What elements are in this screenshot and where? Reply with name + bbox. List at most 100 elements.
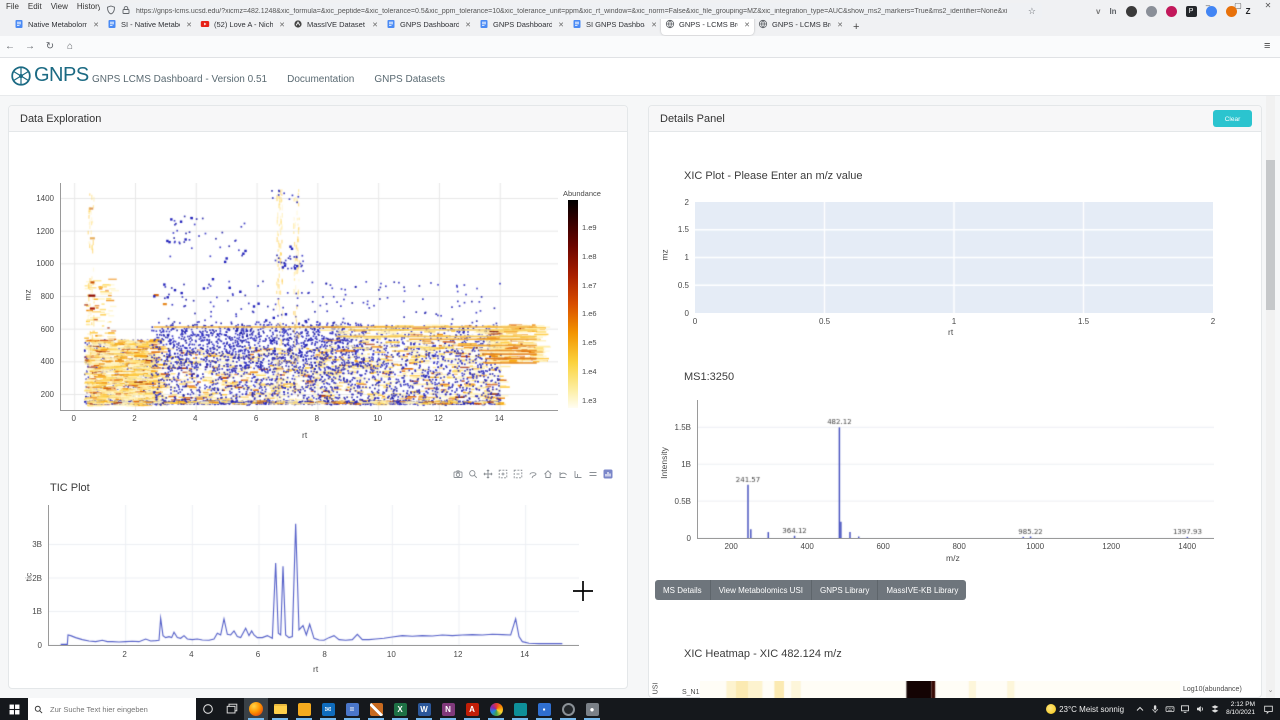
speaker-tray-icon[interactable] (1192, 701, 1207, 717)
home-icon[interactable] (542, 468, 554, 480)
menu-item-history[interactable]: History (76, 1, 102, 11)
action-button-view-metabolomics-usi[interactable]: View Metabolomics USI (710, 580, 813, 600)
clock-app-icon[interactable] (556, 698, 580, 720)
tab-close-icon[interactable]: ✕ (651, 21, 657, 29)
tab-close-icon[interactable]: ✕ (93, 21, 99, 29)
pocket-icon[interactable]: v (1096, 6, 1101, 16)
compare-icon[interactable] (587, 468, 599, 480)
chevron-tray-icon[interactable] (1132, 701, 1147, 717)
zoom-out-icon[interactable] (512, 468, 524, 480)
new-tab-button[interactable]: + (853, 21, 860, 33)
minimize-button[interactable]: – (1205, 1, 1211, 10)
camera-icon[interactable]: ● (580, 698, 604, 720)
tab-close-icon[interactable]: ✕ (465, 21, 471, 29)
zoom-in-icon[interactable] (497, 468, 509, 480)
ms1-spectrum-plot[interactable] (697, 400, 1214, 539)
search-input[interactable] (48, 703, 178, 715)
monitor-tray-icon[interactable] (1177, 701, 1192, 717)
gnps-logo[interactable]: GNPS (10, 64, 89, 87)
magnifier-icon[interactable] (467, 468, 479, 480)
xic-plot[interactable] (695, 202, 1213, 313)
tab-1[interactable]: Native Metabolomics Identifie ✕ (10, 14, 103, 35)
reset-icon[interactable] (557, 468, 569, 480)
tab-close-icon[interactable]: ✕ (558, 21, 564, 29)
orange-badge-icon[interactable] (1225, 5, 1237, 17)
acrobat-icon[interactable]: A (460, 698, 484, 720)
tab-9[interactable]: GNPS - LCMS Browser ✕ (754, 14, 847, 35)
back-button[interactable]: ← (5, 41, 15, 52)
lcms-map-plot[interactable] (60, 183, 558, 411)
lasso-icon[interactable] (527, 468, 539, 480)
reload-button[interactable]: ↻ (45, 41, 55, 52)
tic-plot[interactable] (48, 505, 579, 646)
forward-button[interactable]: → (25, 41, 35, 52)
tab-close-icon[interactable]: ✕ (837, 21, 843, 29)
z-letter-icon[interactable]: Z (1245, 6, 1251, 16)
weather-icon[interactable] (1046, 704, 1057, 714)
sticky-notes-icon[interactable] (292, 698, 316, 720)
clear-xic-button[interactable]: Clear XIC (1213, 110, 1252, 140)
gear-circle-icon[interactable] (1145, 5, 1157, 17)
tab-4[interactable]: MassIVE Dataset Summary ✕ (289, 14, 382, 35)
tab-close-icon[interactable]: ✕ (186, 21, 192, 29)
taskbar-search[interactable] (28, 698, 196, 720)
bookmark-star-icon[interactable]: ☆ (1027, 5, 1036, 16)
plotly-logo-icon[interactable] (602, 468, 614, 480)
firefox-icon[interactable] (244, 698, 268, 720)
home-button[interactable]: ⌂ (66, 41, 74, 52)
tab-3[interactable]: (52) Love A - Nichts ist neu (Ro ✕ (196, 14, 289, 35)
mail-icon[interactable]: ✉ (316, 698, 340, 720)
menu-item-view[interactable]: View (50, 1, 68, 11)
excel-icon[interactable]: X (388, 698, 412, 720)
site-nav-item-1[interactable]: GNPS LCMS Dashboard - Version 0.51 (92, 74, 268, 85)
action-button-ms-details[interactable]: MS Details (655, 580, 711, 600)
camera-icon[interactable] (452, 468, 464, 480)
calculator-icon[interactable]: = (340, 698, 364, 720)
mic-tray-icon[interactable] (1147, 701, 1162, 717)
url-text[interactable]: https://gnps-lcms.ucsd.edu/?xicmz=482.12… (136, 7, 1008, 15)
restore-button[interactable]: ▢ (1234, 1, 1242, 10)
cortana-icon[interactable] (196, 698, 220, 720)
close-button[interactable]: ✕ (1264, 1, 1272, 10)
pan-icon[interactable] (482, 468, 494, 480)
notes-app-icon[interactable] (508, 698, 532, 720)
action-button-gnps-library[interactable]: GNPS Library (812, 580, 879, 600)
blue-arrow-icon[interactable] (1205, 5, 1217, 17)
site-nav-item-3[interactable]: GNPS Datasets (374, 74, 445, 85)
tab-2[interactable]: SI - Native Metabolomics pape ✕ (103, 14, 196, 35)
linkedin-icon[interactable]: In (1109, 6, 1117, 16)
palette-icon[interactable] (484, 698, 508, 720)
scrollbar-thumb[interactable] (1266, 160, 1275, 310)
menu-icon[interactable]: ≡ (1264, 40, 1271, 52)
scrollbar[interactable] (1266, 96, 1275, 698)
tools-icon[interactable] (364, 698, 388, 720)
scrollbar-down-arrow[interactable]: ⌄ (1267, 687, 1274, 694)
start-button[interactable] (0, 698, 28, 720)
tab-7[interactable]: SI GNPS Dashboard 2 - Google ✕ (568, 14, 661, 35)
tab-5[interactable]: GNPS Dashboard Review Resp ✕ (382, 14, 475, 35)
tab-close-icon[interactable]: ✕ (372, 21, 378, 29)
spike-icon[interactable] (572, 468, 584, 480)
action-center-icon[interactable] (1261, 701, 1276, 717)
kbd-tray-icon[interactable] (1162, 701, 1177, 717)
tab-8[interactable]: GNPS - LCMS Browser ✕ (661, 14, 754, 35)
pc-settings-icon[interactable]: ▪ (532, 698, 556, 720)
action-button-massive-kb-library[interactable]: MassIVE-KB Library (878, 580, 967, 600)
taskbar-clock[interactable]: 2:12 PM 8/10/2021 (1226, 701, 1255, 717)
menu-item-edit[interactable]: Edit (27, 1, 42, 11)
address-bar[interactable]: https://gnps-lcms.ucsd.edu/?xicmz=482.12… (100, 3, 1042, 19)
file-explorer-icon[interactable] (268, 698, 292, 720)
weather-text[interactable]: 23°C Meist sonnig (1059, 704, 1125, 714)
xic-heatmap-plot[interactable] (700, 681, 1180, 698)
red-badge-icon[interactable] (1165, 5, 1177, 17)
menu-item-file[interactable]: File (6, 1, 19, 11)
tab-close-icon[interactable]: ✕ (744, 21, 750, 29)
shield2-tray-icon[interactable] (1207, 701, 1222, 717)
tab-6[interactable]: GNPS Dashboard Manuscript - ✕ (475, 14, 568, 35)
onenote-icon[interactable]: N (436, 698, 460, 720)
site-nav-item-2[interactable]: Documentation (287, 74, 355, 85)
flag-p-icon[interactable]: P (1185, 5, 1197, 17)
dark-circle-icon[interactable] (1125, 5, 1137, 17)
word-icon[interactable]: W (412, 698, 436, 720)
task-view-icon[interactable] (220, 698, 244, 720)
